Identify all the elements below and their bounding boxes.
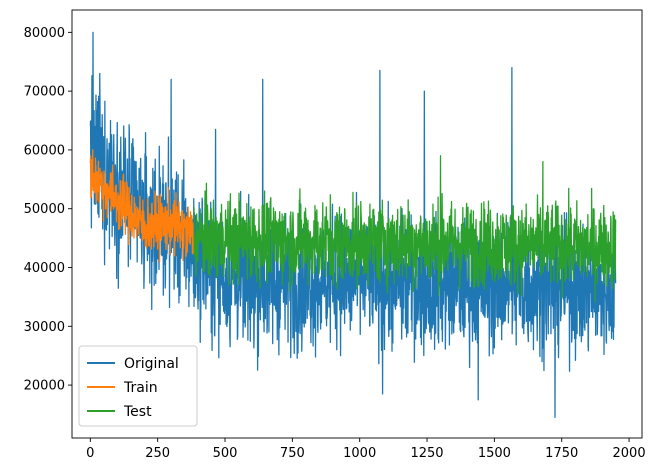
legend-label-train: Train bbox=[123, 380, 158, 396]
x-axis: 0 250 500 750 1000 1250 1500 1750 2000 bbox=[86, 438, 646, 461]
x-tick-label: 1750 bbox=[545, 446, 578, 461]
legend-box bbox=[78, 345, 198, 427]
x-tick-label: 1250 bbox=[410, 446, 443, 461]
x-tick-label: 250 bbox=[145, 446, 170, 461]
y-tick-label: 80000 bbox=[24, 26, 65, 41]
legend: Original Train Test bbox=[78, 345, 198, 427]
x-tick-label: 0 bbox=[86, 446, 94, 461]
x-tick-label: 1000 bbox=[343, 446, 376, 461]
y-tick-label: 20000 bbox=[24, 379, 65, 394]
y-tick-label: 70000 bbox=[24, 85, 65, 100]
y-tick-label: 40000 bbox=[24, 261, 65, 276]
y-tick-label: 30000 bbox=[24, 320, 65, 335]
plot-area bbox=[89, 31, 617, 419]
y-tick-label: 50000 bbox=[24, 202, 65, 217]
series-line-test bbox=[193, 155, 617, 303]
axes-frame bbox=[71, 9, 643, 439]
y-axis: 20000 30000 40000 50000 60000 70000 80000 bbox=[24, 26, 72, 394]
series-line-train bbox=[89, 149, 195, 263]
x-tick-label: 750 bbox=[280, 446, 305, 461]
x-tick-label: 1500 bbox=[478, 446, 511, 461]
y-tick-label: 60000 bbox=[24, 143, 65, 158]
series-line-original bbox=[89, 31, 617, 419]
legend-label-original: Original bbox=[124, 356, 179, 372]
x-tick-label: 500 bbox=[213, 446, 238, 461]
legend-label-test: Test bbox=[123, 404, 152, 420]
x-tick-label: 2000 bbox=[613, 446, 646, 461]
